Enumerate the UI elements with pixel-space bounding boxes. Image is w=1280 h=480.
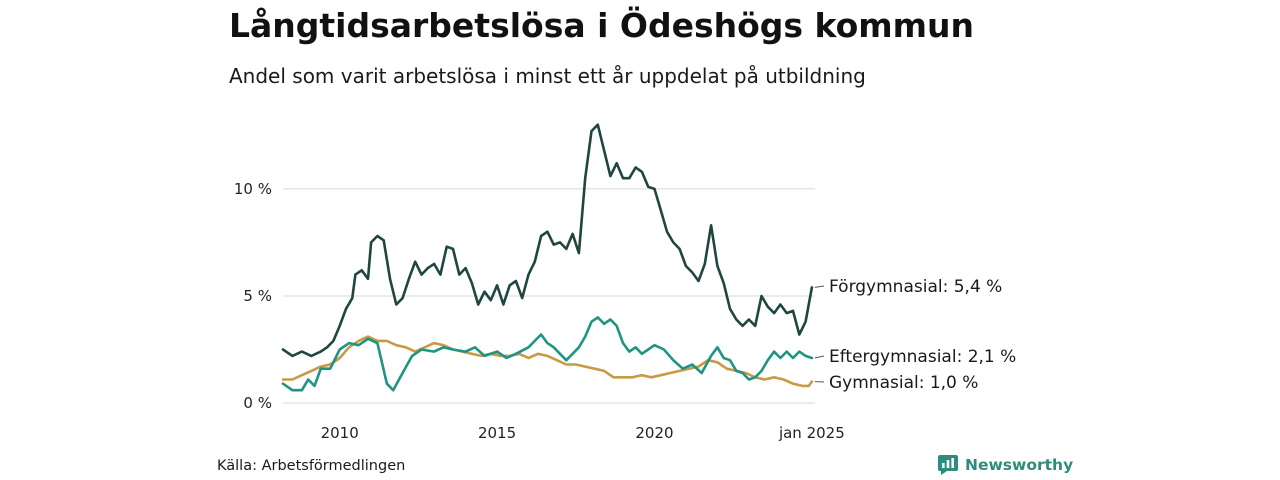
series-end-label-eftergymnasial: Eftergymnasial: 2,1 % (829, 347, 1016, 367)
series-end-labels: Förgymnasial: 5,4 % Eftergymnasial: 2,1 %… (814, 277, 1016, 393)
label-leader-line (814, 285, 825, 288)
series-end-label-gymnasial: Gymnasial: 1,0 % (829, 373, 978, 393)
y-tick-label: 5 % (243, 287, 272, 305)
x-tick-label: 2010 (321, 424, 359, 442)
y-tick-label: 10 % (234, 180, 272, 198)
brand-logo: Newsworthy (938, 455, 1073, 475)
x-axis: 2010 2015 2020 jan 2025 (321, 424, 845, 442)
y-axis: 0 % 5 % 10 % (234, 180, 272, 412)
chart-title: Långtidsarbetslösa i Ödeshögs kommun (229, 6, 975, 45)
source-note: Källa: Arbetsförmedlingen (217, 458, 406, 474)
x-tick-label: 2015 (478, 424, 516, 442)
series-line-gymnasial (281, 335, 814, 388)
series-line-förgymnasial (281, 123, 814, 358)
newsworthy-logo-icon (938, 455, 958, 475)
chart-subtitle: Andel som varit arbetslösa i minst ett å… (229, 64, 866, 88)
series-end-label-förgymnasial: Förgymnasial: 5,4 % (829, 277, 1002, 297)
brand-name: Newsworthy (965, 456, 1074, 474)
series-line-eftergymnasial (281, 316, 814, 392)
x-tick-label: 2020 (635, 424, 673, 442)
y-tick-label: 0 % (243, 394, 272, 412)
x-tick-label: jan 2025 (778, 424, 845, 442)
series-lines (281, 123, 814, 392)
label-leader-line (814, 355, 825, 359)
